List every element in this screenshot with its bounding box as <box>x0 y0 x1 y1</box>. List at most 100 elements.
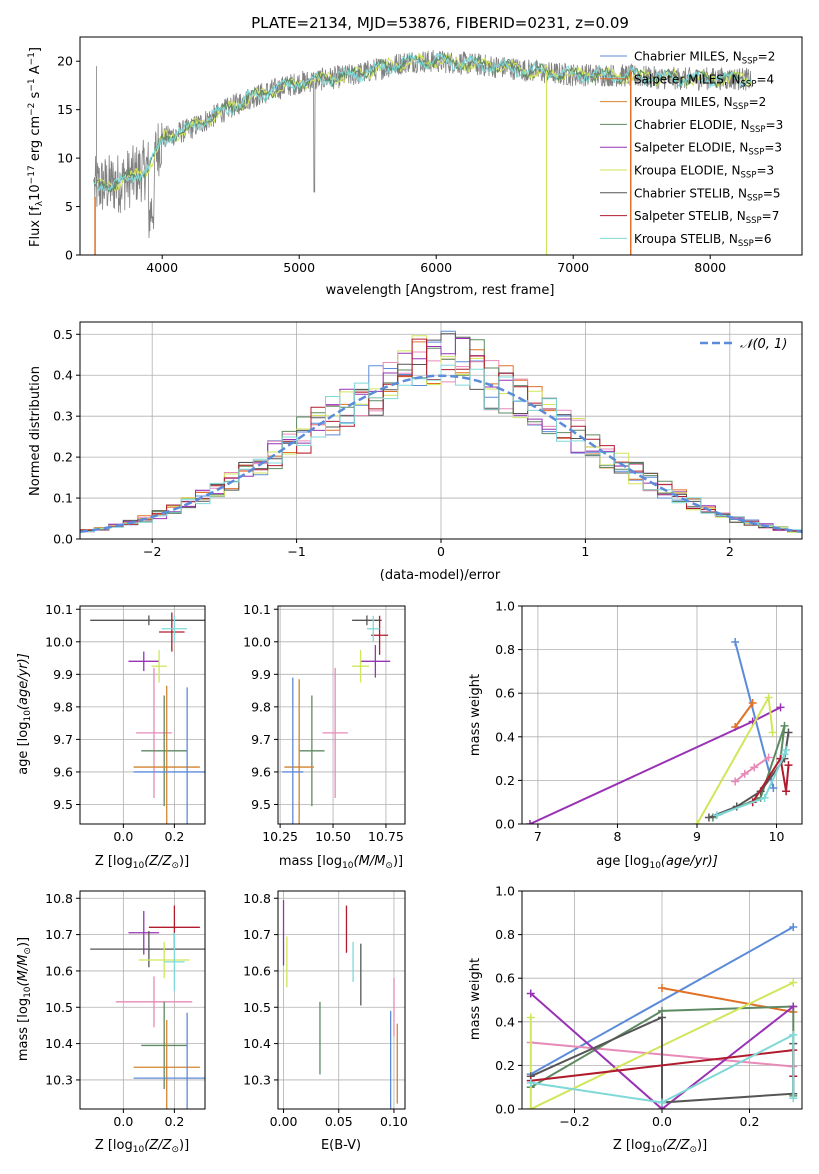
age-vs-mass-panel: 10.25 10.50 10.75 9.5 9.6 9.7 9.8 9.9 10.0 10.1 <box>243 602 406 844</box>
x-tick-label: 0.2 <box>164 1114 184 1129</box>
x-tick-label: 0.05 <box>325 1114 353 1129</box>
weight-marker <box>782 787 791 796</box>
y-tick-label: 0 <box>65 248 73 263</box>
weight-marker <box>780 721 789 730</box>
weight-vs-metallicity-panel: −0.2 0.0 0.2 0.0 0.2 0.4 0.6 0.8 1.0 <box>495 884 803 1129</box>
x-tick-label: −2 <box>143 544 161 559</box>
y-tick-label: 10 <box>57 151 73 166</box>
x-tick-label: 0.2 <box>740 1114 760 1129</box>
y-tick-label: 10.0 <box>243 634 271 649</box>
weight-marker <box>789 1094 798 1103</box>
weight-line <box>529 981 794 1109</box>
x-tick-label: 8000 <box>694 260 726 275</box>
y-tick-label: 9.7 <box>53 732 73 747</box>
x-tick-label: −1 <box>287 544 305 559</box>
weight-marker <box>764 753 773 762</box>
x-tick-label: 2 <box>726 544 734 559</box>
plot-area <box>90 905 205 1109</box>
plot-area <box>80 330 802 534</box>
y-tick-label: 10.8 <box>243 891 271 906</box>
residuals-xlabel: (data-model)/error <box>380 568 501 583</box>
x-tick-label: 0.0 <box>652 1114 672 1129</box>
y-tick-label: 10.4 <box>45 1036 73 1051</box>
y-tick-label: 9.8 <box>53 699 73 714</box>
x-tick-label: 8 <box>613 829 621 844</box>
model-spectrum <box>93 52 752 193</box>
x-tick-label: 0 <box>437 544 445 559</box>
y-tick-label: 9.6 <box>251 764 271 779</box>
y-tick-label: 10.5 <box>243 1000 271 1015</box>
y-tick-label: 0.6 <box>495 971 515 986</box>
residual-histogram <box>80 333 802 532</box>
y-tick-label: 20 <box>57 54 73 69</box>
weight-marker <box>748 699 757 708</box>
spectrum-ylabel: Flux [fλ10−17 erg cm−2 s−1 A−1] <box>27 47 45 247</box>
mass-vs-extinction-panel: 0.00 0.05 0.10 10.3 10.4 10.5 10.6 10.7 10.8 <box>243 890 408 1129</box>
grid-lines <box>80 891 205 1109</box>
y-tick-label: 10.1 <box>243 602 271 617</box>
age-vs-metallicity-panel: 0.0 0.2 9.5 9.6 9.7 9.8 9.9 10.0 10.1 <box>45 602 206 844</box>
y-tick-label: 9.8 <box>251 699 271 714</box>
y-tick-label: 0.8 <box>495 927 515 942</box>
legend-entry: Chabrier STELIB, NSSP=5 <box>634 186 781 203</box>
chart-title: PLATE=2134, MJD=53876, FIBERID=0231, z=0… <box>251 14 629 32</box>
weight-line <box>751 755 790 803</box>
plot-area <box>90 612 205 824</box>
spectrum-panel: 4000 5000 6000 7000 8000 0 5 10 15 20 <box>57 36 803 275</box>
residuals-legend: 𝒩(0, 1) <box>700 337 787 352</box>
x-tick-label: 5000 <box>283 260 315 275</box>
y-tick-label: 0.2 <box>495 773 515 788</box>
x-tick-label: 9 <box>693 829 701 844</box>
weight-line <box>530 1033 795 1104</box>
y-tick-label: 9.9 <box>251 667 271 682</box>
y-tick-label: 9.9 <box>53 667 73 682</box>
y-tick-label: 0.2 <box>495 1058 515 1073</box>
y-tick-label: 0.6 <box>495 686 515 701</box>
weight-marker <box>768 728 777 737</box>
weight-marker <box>731 637 740 646</box>
y-tick-label: 9.5 <box>53 797 73 812</box>
weight-marker <box>693 820 701 824</box>
legend-entry: Kroupa MILES, NSSP=2 <box>634 95 766 112</box>
weight-marker <box>789 978 798 987</box>
y-tick-label: 9.7 <box>251 732 271 747</box>
weight-marker <box>784 761 793 770</box>
massEbv-xlabel: E(B-V) <box>321 1138 361 1153</box>
x-tick-label: −0.2 <box>559 1114 589 1129</box>
y-tick-label: 1.0 <box>495 884 515 899</box>
weight-marker <box>769 784 778 793</box>
plot-area <box>525 637 793 824</box>
x-tick-label: 0.00 <box>270 1114 298 1129</box>
y-tick-label: 15 <box>57 102 73 117</box>
weight-vs-age-panel: 7 8 9 10 0.0 0.2 0.4 0.6 0.8 1.0 <box>495 599 803 844</box>
legend-entry: Salpeter STELIB, NSSP=7 <box>634 209 779 226</box>
axes-frame <box>277 890 406 1110</box>
weight-marker <box>784 728 793 737</box>
weight-marker <box>740 769 749 778</box>
y-tick-label: 0.1 <box>53 491 73 506</box>
y-tick-label: 10.0 <box>45 634 73 649</box>
y-tick-label: 10.4 <box>243 1036 271 1051</box>
weight-marker <box>658 1098 666 1107</box>
x-tick-label: 6000 <box>420 260 452 275</box>
x-tick-label: 7 <box>534 829 542 844</box>
wAge-ylabel: mass weight <box>468 674 483 756</box>
x-tick-label: 10.50 <box>315 829 351 844</box>
weight-marker <box>704 813 713 822</box>
ageZ-ylabel: age [log10(age/yr)] <box>16 653 33 775</box>
weight-marker <box>526 1013 535 1022</box>
y-tick-label: 10.6 <box>45 963 73 978</box>
y-tick-label: 1.0 <box>495 599 515 614</box>
y-tick-label: 0.0 <box>495 817 515 832</box>
wZ-xlabel: Z [log10(Z/Z⊙)] <box>613 1138 707 1155</box>
legend-entry: Salpeter MILES, NSSP=4 <box>634 72 774 89</box>
legend-entry: Kroupa ELODIE, NSSP=3 <box>634 164 774 181</box>
weight-marker <box>526 1078 535 1087</box>
legend-entry: Chabrier ELODIE, NSSP=3 <box>634 118 783 135</box>
weight-marker <box>712 811 721 820</box>
y-tick-label: 0.5 <box>53 327 73 342</box>
weight-marker <box>789 922 798 931</box>
y-tick-label: 0.4 <box>53 368 73 383</box>
y-tick-label: 0.3 <box>53 409 73 424</box>
weight-marker <box>731 777 740 786</box>
